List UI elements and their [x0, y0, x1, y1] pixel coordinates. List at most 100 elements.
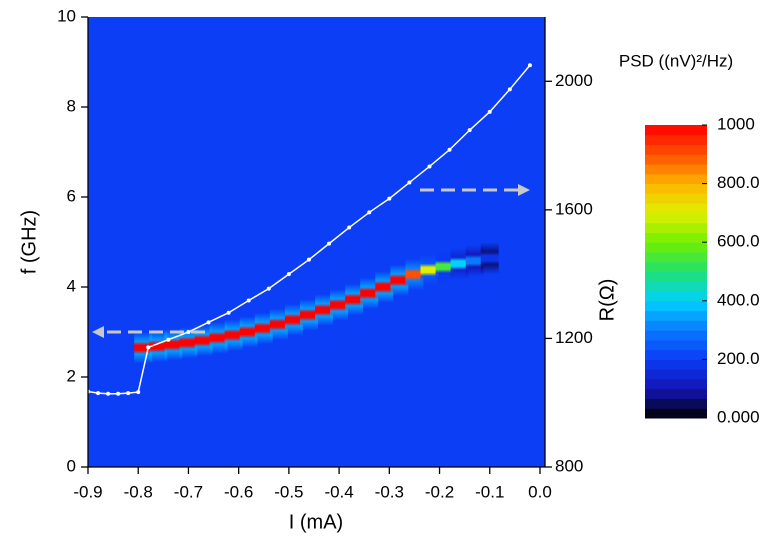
- colorbar-tick-label: 800.0: [717, 173, 760, 192]
- heatmap-cell: [209, 322, 228, 354]
- colorbar-step: [645, 164, 707, 175]
- series-point: [447, 147, 452, 152]
- colorbar-step: [645, 232, 707, 243]
- y2-tick-label: 1200: [555, 328, 593, 347]
- colorbar-step: [645, 193, 707, 204]
- series-point: [106, 391, 111, 396]
- heatmap-cell: [435, 251, 454, 283]
- colorbar-step: [645, 320, 707, 331]
- series-point: [347, 225, 352, 230]
- x-tick-label: -0.3: [375, 482, 404, 501]
- series-point: [146, 345, 151, 350]
- x-tick-label: -0.2: [425, 482, 454, 501]
- series-point: [116, 391, 121, 396]
- heatmap-cell: [330, 289, 349, 321]
- series-point: [266, 286, 271, 291]
- y2-axis-label: R(Ω): [596, 279, 618, 322]
- x-tick-label: -0.1: [475, 482, 504, 501]
- colorbar-step: [645, 388, 707, 399]
- colorbar-step: [645, 261, 707, 272]
- y-axis-label: f (GHz): [18, 210, 40, 274]
- colorbar-step: [645, 369, 707, 380]
- colorbar-step: [645, 173, 707, 185]
- colorbar-step: [645, 291, 707, 302]
- colorbar-step: [645, 359, 707, 370]
- series-point: [136, 390, 141, 395]
- heatmap-cell: [134, 332, 153, 364]
- x-tick-label: -0.7: [174, 482, 203, 501]
- colorbar-step: [645, 339, 707, 351]
- y-tick-label: 2: [67, 366, 76, 385]
- heatmap-cell: [375, 271, 394, 303]
- colorbar-tick-label: 200.0: [717, 349, 760, 368]
- colorbar-step: [645, 378, 707, 390]
- heatmap-cell: [420, 254, 439, 286]
- series-point: [367, 210, 372, 215]
- heatmap-cell: [315, 294, 334, 326]
- colorbar-step: [645, 330, 707, 341]
- series-point: [427, 164, 432, 169]
- heatmap-cell: [480, 242, 499, 274]
- colorbar-step: [645, 349, 707, 360]
- series-point: [126, 391, 131, 396]
- series-point: [186, 330, 191, 334]
- colorbar-step: [645, 222, 707, 233]
- colorbar-tick-label: 0.000: [717, 407, 760, 426]
- colorbar-step: [645, 203, 707, 214]
- x-tick-label: -0.4: [324, 482, 353, 501]
- series-point: [286, 272, 291, 277]
- series-point: [487, 109, 492, 114]
- y2-tick-label: 2000: [555, 71, 593, 90]
- colorbar-step: [645, 134, 707, 146]
- plot-background: [88, 17, 545, 467]
- heatmap-cell: [149, 330, 168, 363]
- x-axis-label: I (mA): [289, 511, 343, 533]
- heatmap-cell: [239, 316, 258, 348]
- y-tick-label: 10: [57, 6, 76, 25]
- colorbar-step: [645, 183, 707, 194]
- y2-tick-label: 800: [555, 456, 583, 475]
- series-point: [387, 196, 392, 201]
- heatmap-cell: [405, 258, 424, 291]
- colorbar-step: [645, 154, 707, 165]
- colorbar-tick-label: 600.0: [717, 232, 760, 251]
- heatmap-cell: [224, 319, 243, 351]
- heatmap-cell: [269, 308, 288, 341]
- colorbar-step: [645, 144, 707, 155]
- heatmap-cell: [450, 247, 469, 280]
- series-point: [166, 337, 171, 342]
- y-tick-label: 6: [67, 186, 76, 205]
- x-tick-label: -0.6: [224, 482, 253, 501]
- y-tick-label: 8: [67, 96, 76, 115]
- y-tick-label: 4: [67, 276, 76, 295]
- x-tick-label: -0.8: [124, 482, 153, 501]
- colorbar-step: [645, 125, 707, 136]
- colorbar-tick-label: 400.0: [717, 290, 760, 309]
- colorbar-step: [645, 408, 707, 419]
- x-tick-label: 0.0: [528, 482, 552, 501]
- colorbar-step: [645, 251, 707, 263]
- heatmap-cell: [284, 304, 303, 336]
- series-point: [96, 391, 101, 396]
- colorbar-tick-label: 1000: [717, 114, 755, 133]
- series-point: [206, 320, 211, 325]
- heatmap-cell: [179, 327, 198, 359]
- series-point: [327, 241, 332, 246]
- heatmap-cell: [299, 299, 318, 331]
- x-tick-label: -0.5: [274, 482, 303, 501]
- colorbar-step: [645, 398, 707, 409]
- y-tick-label: 0: [67, 456, 76, 475]
- heatmap-cell: [465, 245, 484, 277]
- colorbar-step: [645, 212, 707, 224]
- colorbar-label: PSD ((nV)²/Hz): [619, 51, 733, 70]
- colorbar-step: [645, 271, 707, 282]
- series-point: [507, 87, 512, 92]
- colorbar-step: [645, 281, 707, 292]
- x-tick-label: -0.9: [73, 482, 102, 501]
- colorbar-step: [645, 242, 707, 253]
- heatmap-cell: [360, 277, 379, 310]
- y2-tick-label: 1600: [555, 199, 593, 218]
- series-point: [226, 310, 231, 315]
- series-point: [527, 63, 532, 68]
